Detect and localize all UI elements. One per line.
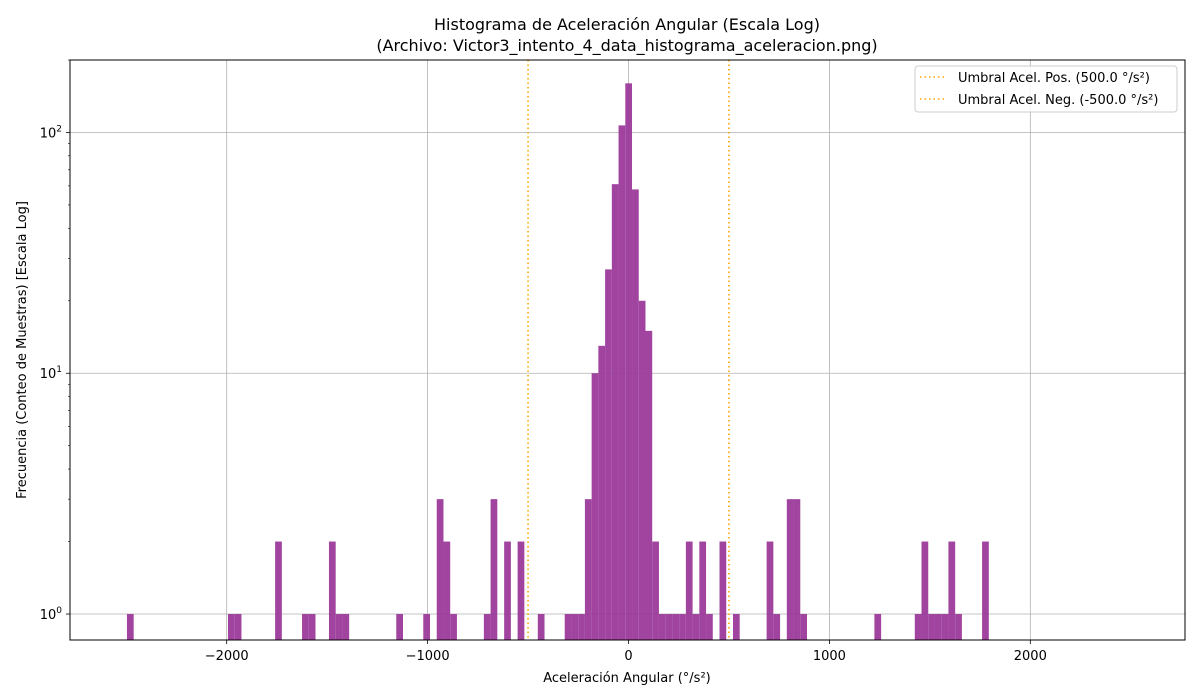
histogram-bar (611, 184, 619, 640)
x-axis-label: Aceleración Angular (°/s²) (543, 671, 711, 686)
histogram-bar (645, 330, 653, 640)
histogram-bar (773, 614, 781, 640)
histogram-bar (490, 499, 498, 640)
histogram-bar (591, 373, 599, 640)
bars-layer (126, 83, 989, 641)
histogram-bar (672, 614, 680, 640)
histogram-bar (652, 541, 659, 640)
histogram-bar (396, 614, 403, 640)
histogram-bar (234, 614, 242, 640)
histogram-bar (941, 614, 949, 640)
histogram-bar (450, 614, 457, 640)
y-axis-label: Frecuencia (Conteo de Muestras) [Escala … (15, 201, 30, 499)
histogram-bar (874, 614, 882, 640)
legend-label-pos: Umbral Acel. Pos. (500.0 °/s²) (958, 71, 1150, 86)
histogram-bar (598, 345, 606, 640)
histogram-bar (638, 300, 646, 640)
histogram-bar (537, 614, 545, 640)
y-axis-ticks: 100 101 102 (40, 59, 70, 623)
chart-title: Histograma de Aceleración Angular (Escal… (434, 15, 820, 34)
histogram-bar (921, 541, 929, 640)
x-tick-label: 1000 (813, 649, 846, 664)
histogram-bar (679, 614, 686, 640)
histogram-bar (766, 541, 774, 640)
histogram-bar (571, 614, 579, 640)
histogram-bar (948, 541, 956, 640)
histogram-bar (706, 614, 713, 640)
histogram-bar (504, 541, 511, 640)
chart-subtitle: (Archivo: Victor3_intento_4_data_histogr… (376, 36, 877, 56)
legend-box (914, 65, 1178, 113)
histogram-bar (632, 189, 639, 640)
histogram-bar (786, 499, 794, 640)
histogram-bar (605, 269, 612, 640)
histogram-bar (302, 614, 309, 640)
histogram-bar (335, 614, 343, 640)
histogram-bar (732, 614, 740, 640)
histogram-bar (126, 614, 134, 640)
histogram-bar (308, 614, 316, 640)
histogram-bar (584, 499, 592, 640)
histogram-bar (928, 614, 935, 640)
histogram-bar (564, 614, 572, 640)
histogram-bar (934, 614, 942, 640)
histogram-bar (578, 614, 585, 640)
histogram-bar (423, 614, 431, 640)
histogram-bar (685, 541, 693, 640)
x-axis-ticks: −2000 −1000 0 1000 2000 (205, 640, 1047, 664)
histogram-bar (914, 614, 922, 640)
histogram-bar (692, 614, 700, 640)
plot-frame (69, 59, 1186, 641)
histogram-bar (483, 614, 491, 640)
histogram-bar (793, 499, 801, 640)
histogram-bar (618, 125, 626, 641)
histogram-bar (625, 83, 633, 640)
x-tick-label: 0 (624, 649, 632, 664)
histogram-bar (699, 541, 707, 640)
histogram-bar (342, 614, 350, 640)
histogram-bar (328, 541, 336, 640)
histogram-bar (275, 541, 282, 640)
x-tick-label: 2000 (1014, 649, 1047, 664)
histogram-bar (443, 541, 451, 640)
histogram-bar (436, 499, 444, 640)
histogram-bar (719, 541, 727, 640)
x-tick-label: −1000 (406, 649, 450, 664)
histogram-bar (228, 614, 235, 640)
histogram-bar (800, 614, 808, 640)
histogram-bar (955, 614, 962, 640)
x-tick-label: −2000 (205, 649, 249, 664)
legend: Umbral Acel. Pos. (500.0 °/s²) Umbral Ac… (914, 65, 1178, 113)
histogram-bar (517, 541, 525, 640)
y-tick-label: 102 (40, 124, 62, 141)
legend-label-neg: Umbral Acel. Neg. (-500.0 °/s²) (958, 93, 1158, 108)
histogram-bar (665, 614, 673, 640)
y-tick-label: 100 (40, 606, 63, 623)
histogram-bar (658, 614, 666, 640)
histogram-bar (982, 541, 989, 640)
y-tick-label: 101 (40, 365, 62, 382)
